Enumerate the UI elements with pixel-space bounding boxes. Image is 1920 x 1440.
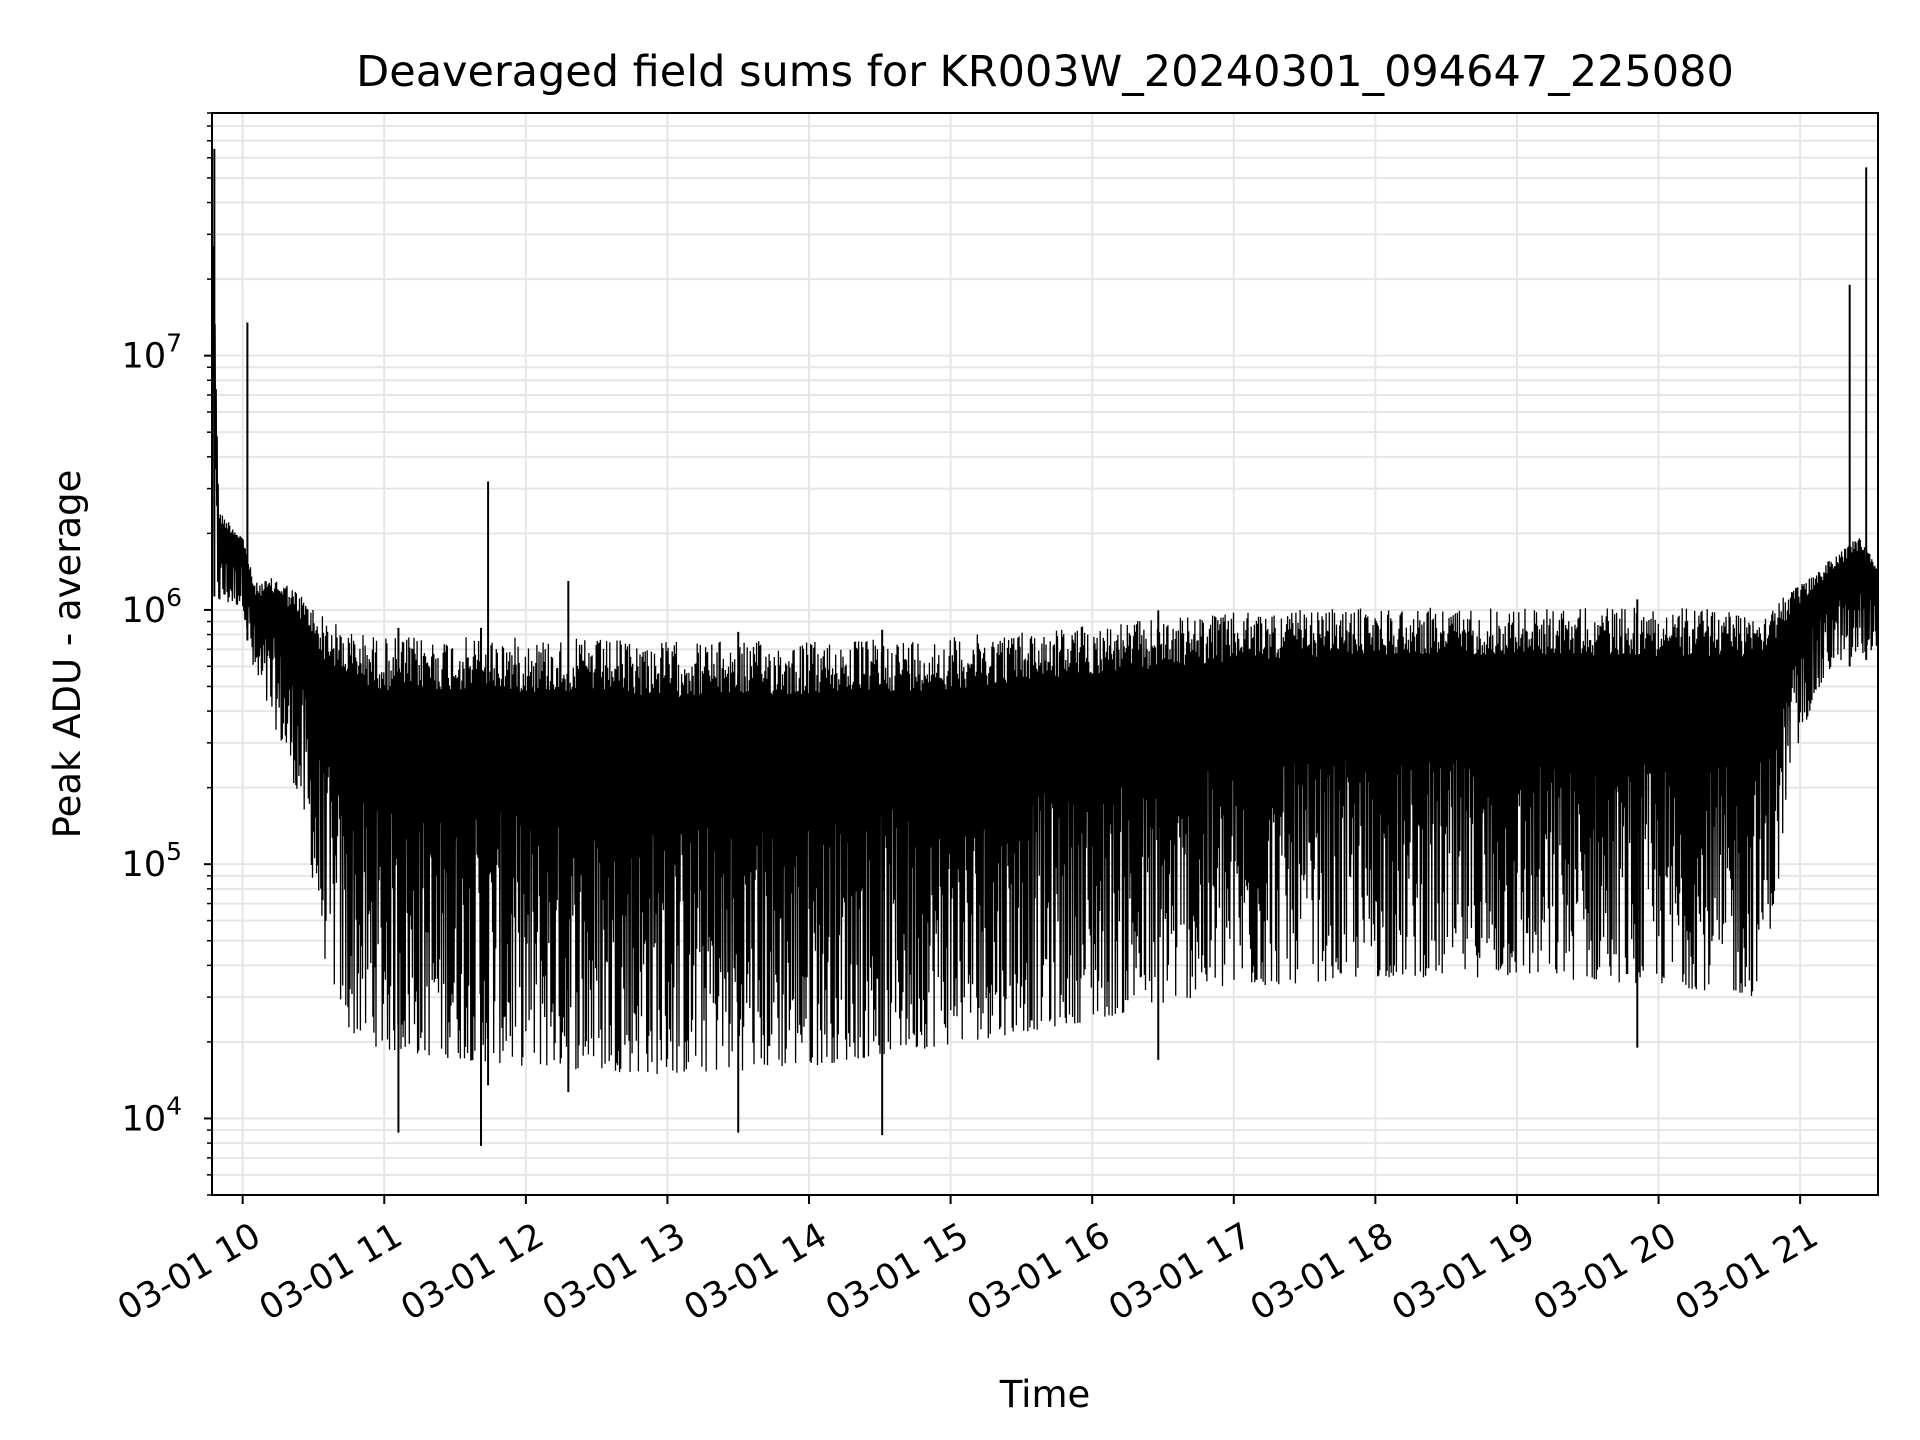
y-tick-exponent: 7	[166, 329, 182, 358]
y-tick-label: 104	[122, 1091, 182, 1139]
y-tick-label: 105	[122, 837, 182, 885]
y-tick-exponent: 6	[166, 583, 182, 612]
y-tick-base: 10	[122, 845, 167, 885]
axes-frame	[211, 112, 1879, 1196]
y-tick-exponent: 5	[166, 837, 182, 866]
y-tick-base: 10	[122, 337, 167, 377]
y-tick-exponent: 4	[166, 1091, 182, 1120]
y-axis-label: Peak ADU - average	[46, 470, 89, 839]
y-tick-label: 107	[122, 329, 182, 377]
chart-title: Deaveraged field sums for KR003W_2024030…	[356, 47, 1734, 97]
y-tick-base: 10	[122, 591, 167, 631]
data-series-line	[211, 200, 1879, 1074]
x-axis-label: Time	[999, 1373, 1091, 1416]
y-tick-label: 106	[122, 583, 182, 631]
y-tick-base: 10	[122, 1099, 167, 1139]
plot-area	[211, 148, 1879, 1146]
